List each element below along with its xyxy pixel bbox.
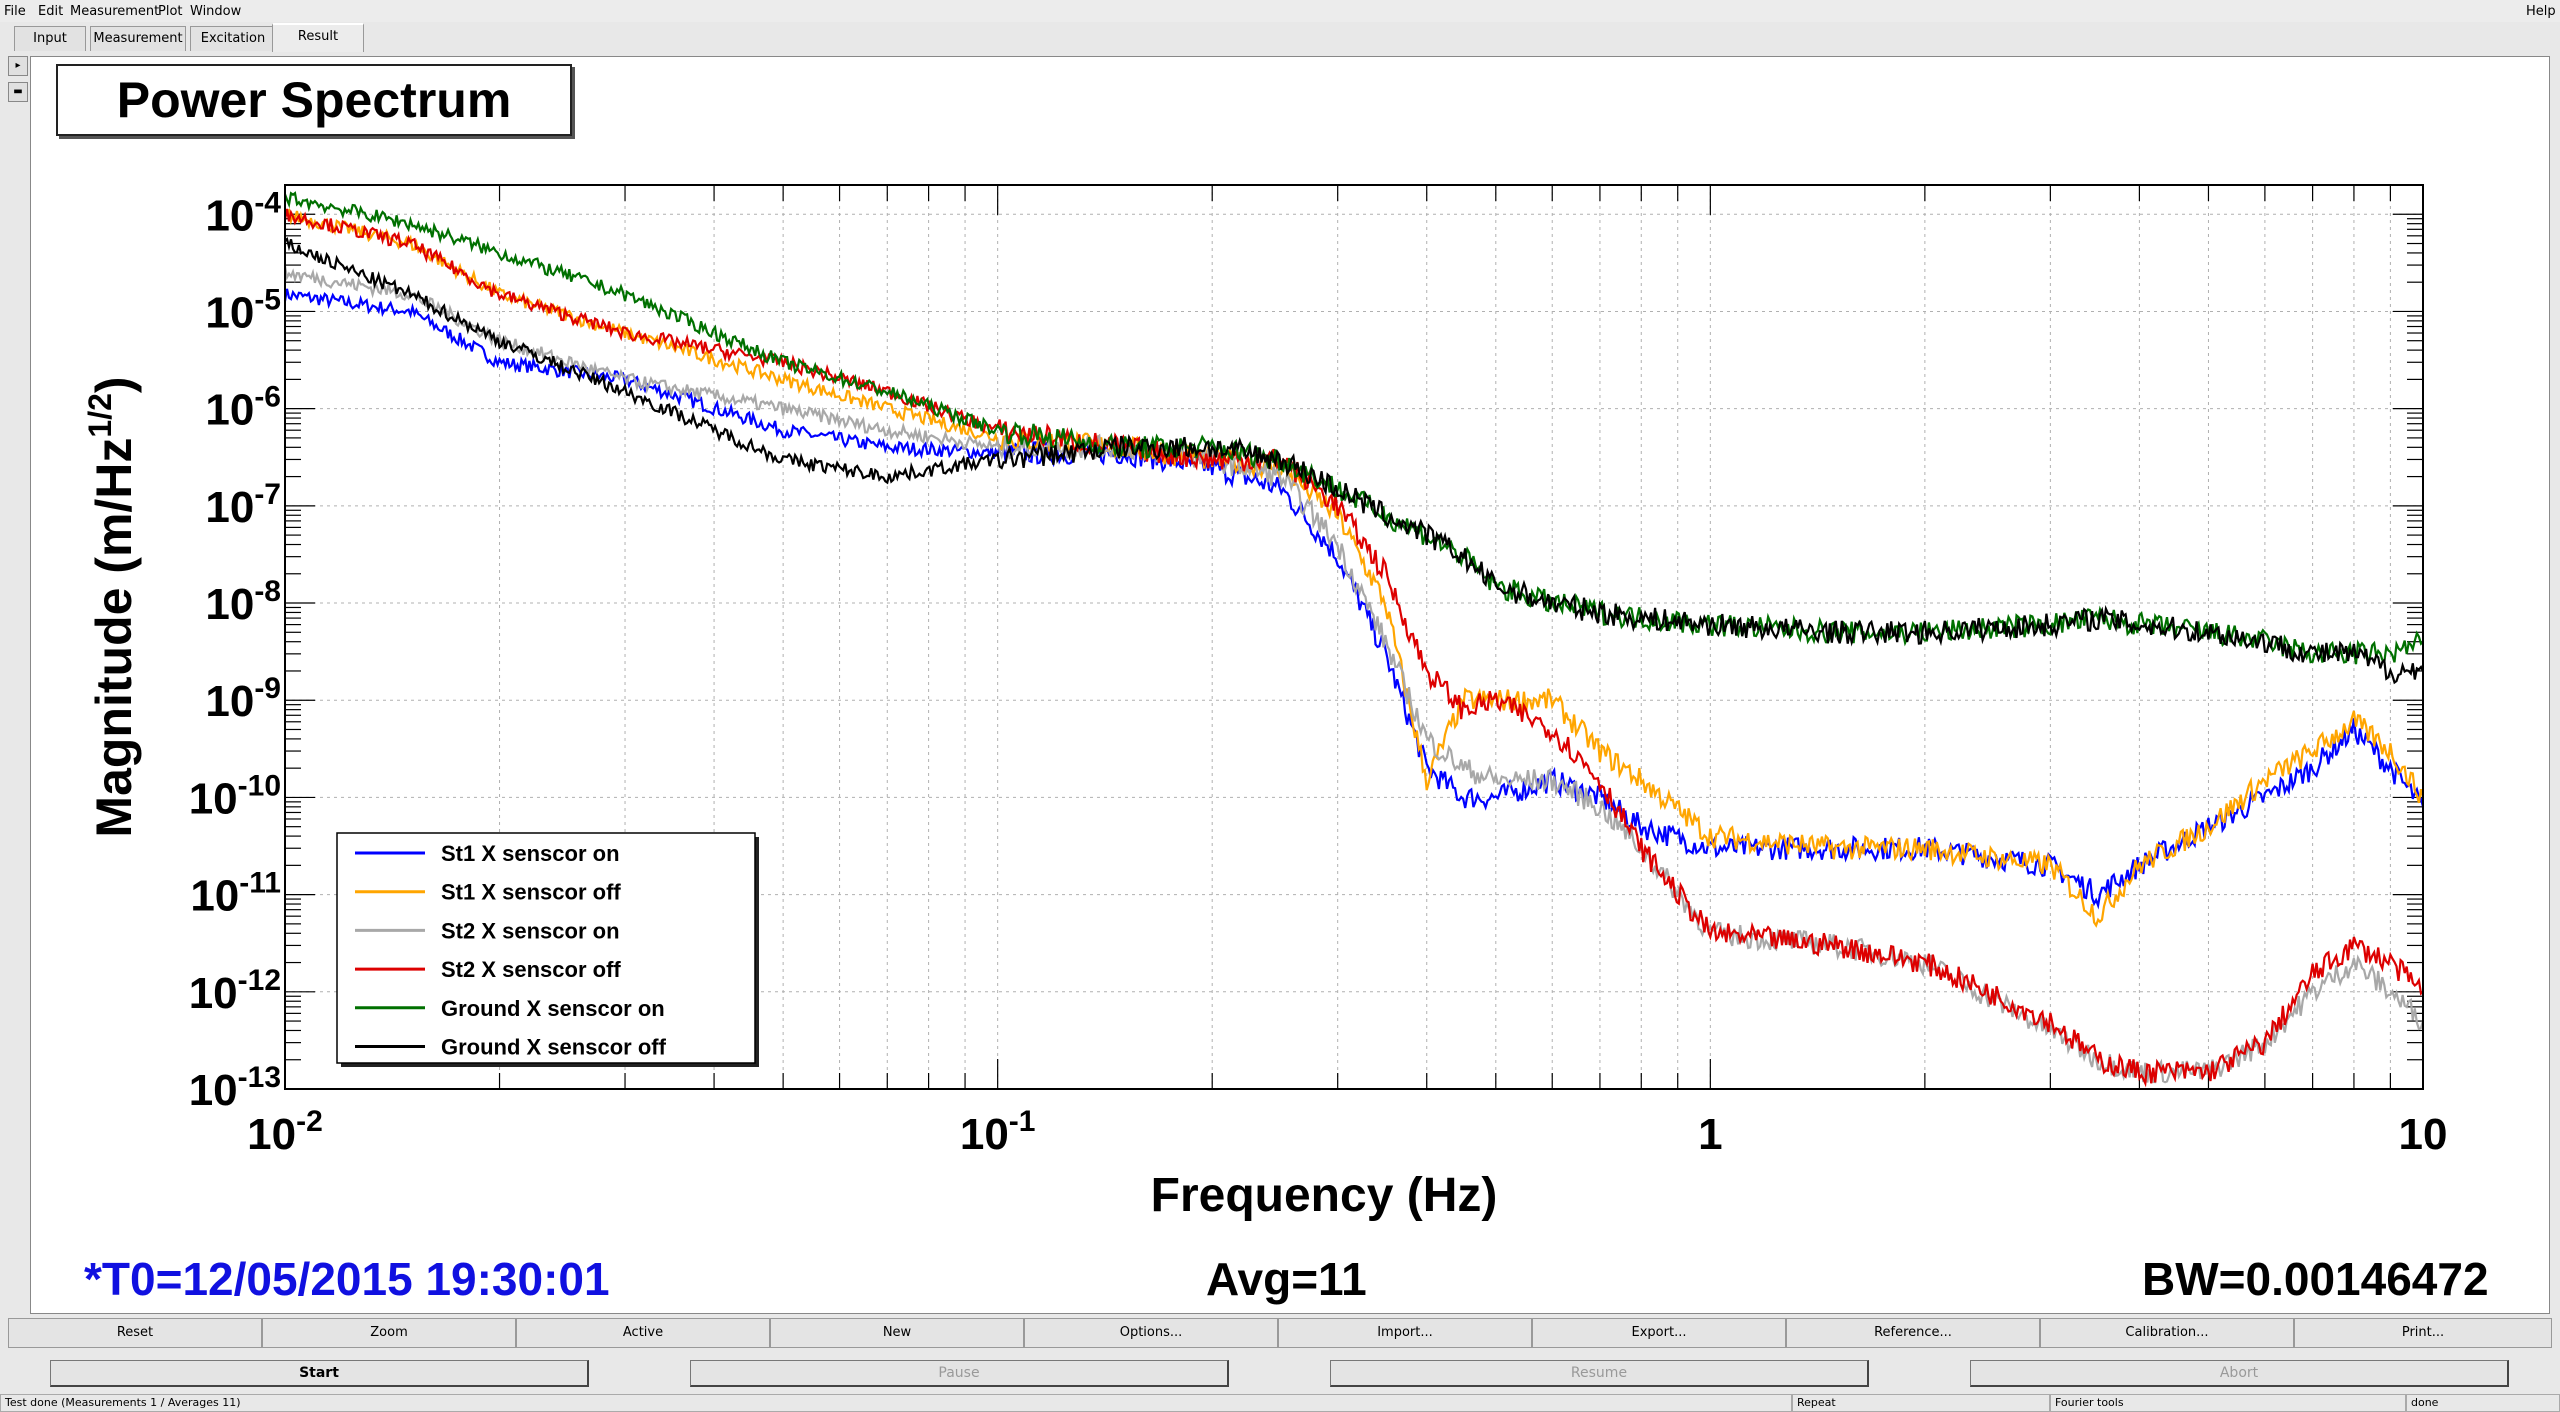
export-button[interactable]: Export... [1532, 1318, 1786, 1348]
x-tick-label: 10-2 [247, 1105, 323, 1159]
expand-arrow-icon[interactable]: ▸ [8, 56, 28, 76]
status-repeat: Repeat [1792, 1394, 2050, 1412]
status-done: done [2406, 1394, 2560, 1412]
status-message: Test done (Measurements 1 / Averages 11) [0, 1394, 1792, 1412]
menu-edit[interactable]: Edit [38, 4, 64, 19]
tab-measurement[interactable]: Measurement [90, 26, 186, 51]
legend-label: Ground X senscor off [441, 1035, 667, 1060]
status-fourier: Fourier tools [2050, 1394, 2406, 1412]
menubar: File Edit Measurement Plot Window Help [0, 0, 2560, 22]
menu-plot[interactable]: Plot [158, 4, 183, 19]
x-tick-label: 10 [2399, 1110, 2448, 1159]
collapse-icon[interactable]: ▬ [8, 82, 28, 102]
legend-box [336, 832, 756, 1064]
plot-frame [284, 184, 2424, 1090]
chart-title: Power Spectrum [116, 72, 512, 128]
resume-button[interactable]: Resume [1330, 1360, 1869, 1387]
y-tick-label: 10-10 [189, 769, 281, 823]
y-axis-label: Magnitude (m/Hz1/2) [82, 376, 142, 837]
plot-canvas[interactable]: 10-4 10-5 10-6 10-7 10-8 10-9 10-10 10-11 10-12 1… [30, 56, 2550, 1314]
tab-result[interactable]: Result [272, 23, 364, 52]
x-tick-label: 10-1 [960, 1105, 1036, 1159]
series-line-6 [284, 236, 2424, 685]
legend-label: St1 X senscor on [441, 841, 620, 866]
plot-toolbar: Reset Zoom Active New Options... Import.… [8, 1318, 2552, 1348]
menu-window[interactable]: Window [190, 4, 242, 19]
import-button[interactable]: Import... [1278, 1318, 1532, 1348]
y-tick-label: 10-4 [205, 186, 281, 240]
menu-help[interactable]: Help [2526, 4, 2556, 19]
tab-input[interactable]: Input [14, 26, 86, 51]
legend-label: Ground X senscor on [441, 996, 665, 1021]
new-button[interactable]: New [770, 1318, 1024, 1348]
y-tick-label: 10-7 [205, 478, 281, 532]
x-tick-label: 1 [1698, 1110, 1722, 1159]
series-line-4 [283, 208, 2424, 1088]
y-tick-label: 10-11 [190, 867, 281, 921]
x-axis-label: Frequency (Hz) [1151, 1169, 1498, 1222]
y-tick-label: 10-13 [189, 1061, 281, 1115]
power-spectrum-plot[interactable]: 10-410-510-610-710-810-910-1010-1110-121… [31, 57, 2549, 1313]
abort-button[interactable]: Abort [1970, 1360, 2509, 1387]
status-bar: Test done (Measurements 1 / Averages 11)… [0, 1394, 2560, 1412]
reference-button[interactable]: Reference... [1786, 1318, 2040, 1348]
avg-label: Avg=11 [1206, 1253, 1367, 1305]
legend-label: St2 X senscor off [441, 957, 621, 982]
active-button[interactable]: Active [516, 1318, 770, 1348]
menu-measurement[interactable]: Measurement [70, 4, 160, 19]
t0-label: *T0=12/05/2015 19:30:01 [84, 1253, 610, 1305]
reset-button[interactable]: Reset [8, 1318, 262, 1348]
options-button[interactable]: Options... [1024, 1318, 1278, 1348]
print-button[interactable]: Print... [2294, 1318, 2552, 1348]
title-box: Power Spectrum [56, 64, 572, 136]
y-tick-label: 10-6 [205, 381, 281, 435]
start-button[interactable]: Start [50, 1360, 589, 1387]
pause-button[interactable]: Pause [690, 1360, 1229, 1387]
side-controls: ▸ ▬ [8, 56, 28, 108]
legend-label: St1 X senscor off [441, 880, 621, 905]
tab-bar: Input Measurement Excitation Result [0, 23, 2560, 54]
bw-label: BW=0.00146472 [2142, 1253, 2489, 1305]
calibration-button[interactable]: Calibration... [2040, 1318, 2294, 1348]
menu-file[interactable]: File [4, 4, 26, 19]
y-tick-label: 10-9 [205, 672, 281, 726]
zoom-button[interactable]: Zoom [262, 1318, 516, 1348]
y-tick-label: 10-5 [205, 283, 281, 337]
y-tick-label: 10-8 [205, 575, 281, 629]
tab-excitation[interactable]: Excitation [190, 26, 276, 51]
legend-label: St2 X senscor on [441, 918, 620, 943]
y-tick-label: 10-12 [189, 964, 281, 1018]
control-bar: Start Pause Resume Abort [0, 1358, 2560, 1388]
